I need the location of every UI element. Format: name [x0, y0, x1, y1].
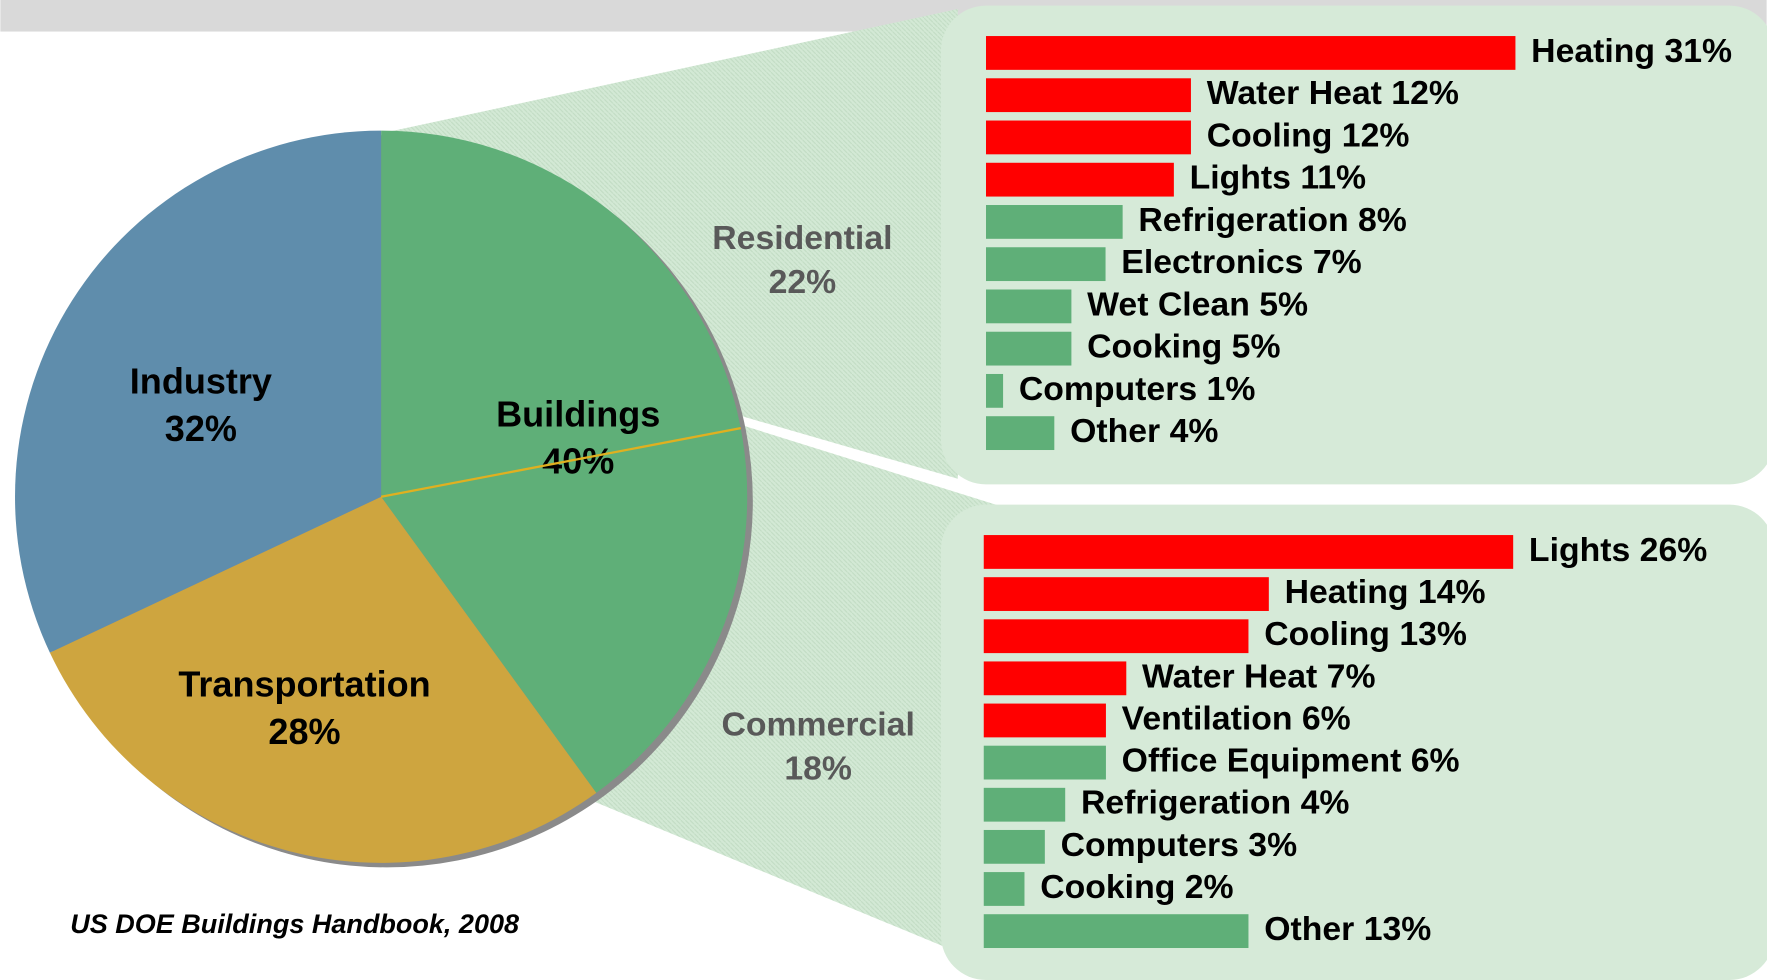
bar-label: Heating 31% — [1531, 32, 1732, 70]
bar-category: Lights — [1190, 159, 1291, 197]
bar — [986, 416, 1055, 451]
bar-category: Refrigeration — [1138, 201, 1348, 239]
bar — [983, 535, 1514, 569]
bar-label: Other 13% — [1264, 910, 1431, 948]
bar — [983, 829, 1045, 864]
bar-value: 6% — [1411, 742, 1460, 780]
bar-value: 13% — [1399, 615, 1467, 653]
sub-label: Residential — [712, 219, 892, 257]
bar-value: 2% — [1185, 868, 1234, 906]
bar-value: 7% — [1327, 657, 1376, 695]
bar-label: Computers 3% — [1061, 826, 1298, 864]
bar-label: Refrigeration 8% — [1138, 201, 1406, 239]
bar-value: 5% — [1232, 328, 1281, 366]
sub-value: 22% — [769, 263, 837, 301]
bar — [986, 36, 1516, 70]
bar-value: 12% — [1342, 116, 1410, 154]
bar-category: Water Heat — [1142, 657, 1317, 695]
bar-label: Lights 11% — [1190, 159, 1366, 197]
pie-slice — [15, 130, 382, 653]
bar — [983, 619, 1249, 654]
bar-category: Cooling — [1207, 116, 1333, 154]
bar — [986, 247, 1106, 282]
bar-label: Cooking 5% — [1087, 328, 1280, 366]
bar-category: Computers — [1061, 826, 1239, 864]
bar-label: Heating 14% — [1285, 573, 1486, 611]
bar-value: 4% — [1170, 412, 1219, 450]
bar-label: Other 4% — [1070, 412, 1218, 450]
bar-label: Office Equipment 6% — [1122, 742, 1460, 780]
bar-value: 5% — [1259, 285, 1308, 323]
bar-category: Heating — [1285, 573, 1409, 611]
bar — [986, 331, 1072, 366]
bar-value: 7% — [1313, 243, 1362, 281]
bar-label: Cooking 2% — [1040, 868, 1233, 906]
bar-label: Ventilation 6% — [1122, 699, 1351, 737]
bar-label: Cooling 12% — [1207, 116, 1410, 154]
bar-category: Refrigeration — [1081, 784, 1291, 822]
bar-label: Wet Clean 5% — [1087, 285, 1308, 323]
bar — [986, 78, 1191, 113]
bar-category: Electronics — [1121, 243, 1303, 281]
bar — [986, 205, 1123, 239]
bar — [986, 289, 1072, 324]
slice-value: 40% — [542, 441, 614, 482]
bar-category: Wet Clean — [1087, 285, 1250, 323]
bar-value: 14% — [1418, 573, 1486, 611]
bar-category: Office Equipment — [1122, 742, 1402, 780]
bar-value: 1% — [1207, 370, 1256, 408]
bar — [983, 872, 1025, 906]
bar-category: Ventilation — [1122, 699, 1293, 737]
bar-category: Other — [1070, 412, 1160, 450]
bar-label: Water Heat 7% — [1142, 657, 1375, 695]
bar-value: 6% — [1302, 699, 1351, 737]
bar — [986, 373, 1004, 408]
bar-value: 13% — [1364, 910, 1432, 948]
bar-value: 11% — [1300, 159, 1366, 197]
bar — [986, 120, 1191, 155]
bar-value: 3% — [1248, 826, 1297, 864]
slice-label: Transportation — [178, 664, 430, 705]
bar-label: Refrigeration 4% — [1081, 784, 1349, 822]
bar — [983, 787, 1066, 822]
bar-value: 8% — [1358, 201, 1407, 239]
pie-slice — [49, 496, 597, 863]
sub-label: Commercial — [721, 705, 914, 743]
bar-category: Water Heat — [1207, 74, 1382, 112]
bar-category: Cooling — [1264, 615, 1390, 653]
zoom-wedge — [383, 9, 958, 479]
bar-value: 12% — [1391, 74, 1459, 112]
bar — [983, 703, 1106, 738]
bar-category: Cooking — [1040, 868, 1175, 906]
bar — [983, 745, 1106, 780]
bar-value: 26% — [1640, 531, 1708, 569]
source-note: US DOE Buildings Handbook, 2008 — [70, 909, 519, 939]
slice-value: 32% — [165, 408, 237, 449]
bar — [983, 661, 1127, 696]
bar-label: Water Heat 12% — [1207, 74, 1459, 112]
bar-label: Computers 1% — [1019, 370, 1256, 408]
sub-divider — [380, 427, 741, 498]
bar-label: Electronics 7% — [1121, 243, 1361, 281]
slice-label: Industry — [130, 361, 272, 402]
bar-label: Cooling 13% — [1264, 615, 1467, 653]
slice-value: 28% — [268, 711, 340, 752]
bar-category: Computers — [1019, 370, 1197, 408]
slice-label: Buildings — [496, 393, 660, 434]
bar — [986, 162, 1174, 197]
bar-category: Heating — [1531, 32, 1655, 70]
bar-value: 31% — [1664, 32, 1732, 70]
bar-category: Lights — [1529, 531, 1630, 569]
bar — [983, 577, 1269, 611]
sub-value: 18% — [784, 749, 852, 787]
bar-value: 4% — [1301, 784, 1350, 822]
bar-label: Lights 26% — [1529, 531, 1707, 569]
bar-category: Cooking — [1087, 328, 1222, 366]
bar-category: Other — [1264, 910, 1354, 948]
bar — [983, 914, 1249, 949]
